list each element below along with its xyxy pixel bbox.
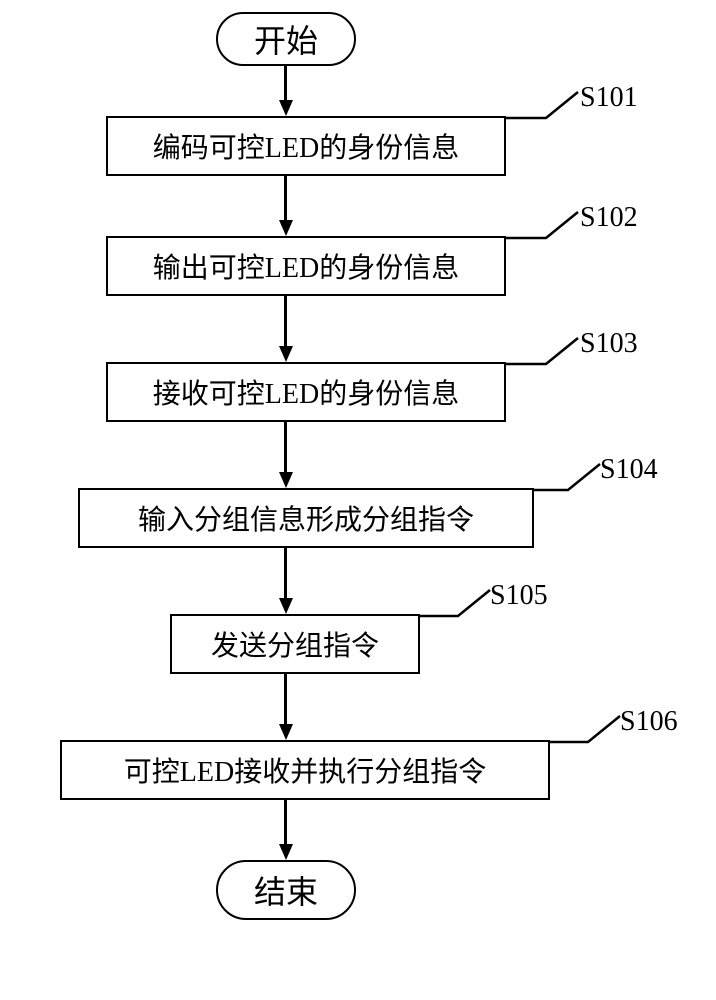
arrow-1 <box>284 66 287 100</box>
s103-text: 接收可控LED的身份信息 <box>153 372 459 412</box>
s104-text: 输入分组信息形成分组指令 <box>138 498 474 538</box>
step-s104: 输入分组信息形成分组指令 <box>78 488 534 548</box>
arrow-7 <box>284 800 287 844</box>
arrow-6 <box>284 674 287 724</box>
arrow-3-head <box>279 346 293 362</box>
s106-label: S106 <box>620 706 678 738</box>
s104-callout-line <box>534 462 606 492</box>
end-node: 结束 <box>216 860 356 920</box>
step-s103: 接收可控LED的身份信息 <box>106 362 506 422</box>
end-text: 结束 <box>254 867 318 913</box>
step-s106: 可控LED接收并执行分组指令 <box>60 740 550 800</box>
s103-label: S103 <box>580 328 638 360</box>
step-s101: 编码可控LED的身份信息 <box>106 116 506 176</box>
s101-label-text: S101 <box>580 82 638 113</box>
s106-text: 可控LED接收并执行分组指令 <box>124 750 486 790</box>
arrow-2-head <box>279 220 293 236</box>
s105-label-text: S105 <box>490 580 548 611</box>
start-text: 开始 <box>254 16 318 62</box>
s106-label-text: S106 <box>620 706 678 737</box>
s101-label: S101 <box>580 82 638 114</box>
step-s105: 发送分组指令 <box>170 614 420 674</box>
s102-text: 输出可控LED的身份信息 <box>153 246 459 286</box>
arrow-3 <box>284 296 287 346</box>
arrow-5 <box>284 548 287 598</box>
s103-label-text: S103 <box>580 328 638 359</box>
s104-label-text: S104 <box>600 454 658 485</box>
s102-callout-line <box>506 210 586 240</box>
flowchart-container: 开始 编码可控LED的身份信息 S101 输出可控LED的身份信息 S102 接… <box>0 0 716 1000</box>
start-node: 开始 <box>216 12 356 66</box>
step-s102: 输出可控LED的身份信息 <box>106 236 506 296</box>
arrow-4-head <box>279 472 293 488</box>
s105-text: 发送分组指令 <box>211 624 379 664</box>
s103-callout-line <box>506 336 586 366</box>
arrow-2 <box>284 176 287 220</box>
arrow-4 <box>284 422 287 472</box>
arrow-1-head <box>279 100 293 116</box>
s101-text: 编码可控LED的身份信息 <box>153 126 459 166</box>
s104-label: S104 <box>600 454 658 486</box>
arrow-5-head <box>279 598 293 614</box>
s106-callout-line <box>550 714 626 744</box>
s105-label: S105 <box>490 580 548 612</box>
s105-callout-line <box>420 588 496 618</box>
arrow-7-head <box>279 844 293 860</box>
s101-callout-line <box>506 90 586 120</box>
s102-label-text: S102 <box>580 202 638 233</box>
arrow-6-head <box>279 724 293 740</box>
s102-label: S102 <box>580 202 638 234</box>
